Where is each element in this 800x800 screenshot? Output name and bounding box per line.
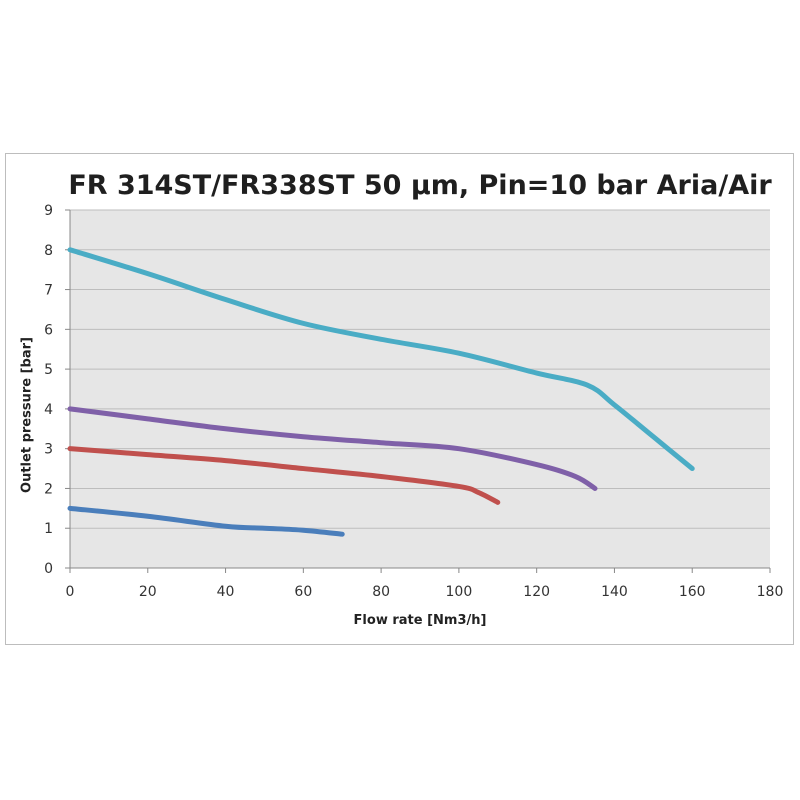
- x-tick-label: 40: [217, 584, 235, 600]
- series-line-3: [67, 446, 501, 505]
- x-tick-label: 0: [66, 584, 75, 600]
- y-tick-label: 2: [44, 481, 53, 497]
- plot-area: [70, 210, 770, 568]
- series-line-4: [67, 505, 345, 537]
- x-tick-label: 140: [601, 584, 628, 600]
- x-tick-label: 180: [757, 584, 784, 600]
- y-tick-label: 8: [44, 243, 53, 259]
- x-axis-label: Flow rate [Nm3/h]: [353, 613, 487, 628]
- series-line-2: [67, 406, 598, 491]
- y-tick-label: 3: [44, 442, 53, 458]
- chart-title: FR 314ST/FR338ST 50 µm, Pin=10 bar Aria/…: [68, 170, 772, 201]
- y-tick-label: 4: [44, 402, 53, 418]
- x-tick-label: 60: [294, 584, 312, 600]
- y-tick-label: 0: [44, 561, 53, 577]
- x-tick-label: 100: [446, 584, 473, 600]
- x-tick-label: 80: [372, 584, 390, 600]
- series-line-1: [67, 247, 695, 472]
- y-tick-label: 9: [44, 203, 53, 219]
- x-tick-label: 160: [679, 584, 706, 600]
- x-tick-label: 120: [523, 584, 550, 600]
- x-tick-label: 20: [139, 584, 157, 600]
- y-tick-label: 7: [44, 283, 53, 299]
- y-tick-label: 6: [44, 322, 53, 338]
- y-tick-label: 1: [44, 521, 53, 537]
- y-tick-label: 5: [44, 362, 53, 378]
